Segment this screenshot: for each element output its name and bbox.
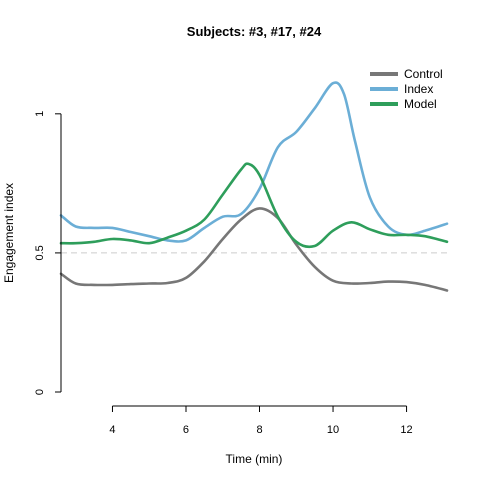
x-axis-ticks: 4 6 8 10 12 [109,406,413,436]
y-axis-ticks: 00.51 [34,111,61,395]
chart-title: Subjects: #3, #17, #24 [187,24,322,39]
y-tick-label: 1 [34,111,46,117]
x-tick-label: 10 [327,424,339,436]
legend-label-model: Model [404,97,437,111]
series-line-control [59,207,449,292]
y-tick-label: 0.5 [34,245,46,260]
x-tick-label: 12 [400,424,412,436]
x-tick-label: 8 [256,424,262,436]
x-tick-label: 4 [109,424,115,436]
legend-label-control: Control [404,67,443,81]
x-axis-title: Time (min) [226,452,283,466]
series-layer [59,81,449,292]
y-axis-title: Engagement index [2,183,16,283]
x-tick-label: 6 [183,424,189,436]
y-tick-label: 0 [34,389,46,395]
series-line-model [59,162,449,249]
legend-label-index: Index [404,82,433,96]
series-line-index [59,81,449,243]
